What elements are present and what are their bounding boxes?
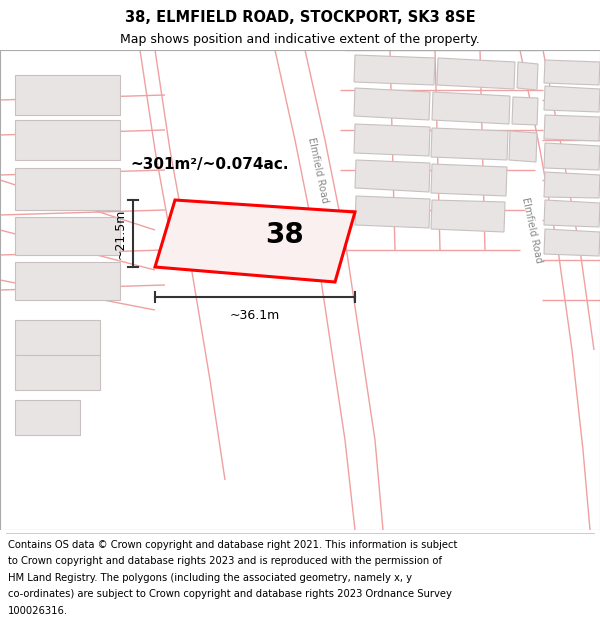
Polygon shape — [544, 115, 600, 141]
Text: ~21.5m: ~21.5m — [114, 208, 127, 259]
Text: ~301m²/~0.074ac.: ~301m²/~0.074ac. — [130, 158, 289, 172]
Polygon shape — [509, 131, 537, 162]
Text: Elmfield Road: Elmfield Road — [306, 136, 330, 204]
Polygon shape — [432, 92, 510, 124]
Polygon shape — [355, 160, 430, 192]
Polygon shape — [431, 200, 505, 232]
Polygon shape — [431, 128, 508, 160]
Polygon shape — [355, 196, 430, 228]
Polygon shape — [15, 168, 120, 210]
Polygon shape — [544, 60, 600, 85]
Polygon shape — [354, 88, 430, 120]
Polygon shape — [544, 172, 600, 198]
Polygon shape — [15, 355, 100, 390]
Polygon shape — [431, 164, 507, 196]
Polygon shape — [354, 55, 435, 85]
Polygon shape — [155, 200, 355, 282]
Text: co-ordinates) are subject to Crown copyright and database rights 2023 Ordnance S: co-ordinates) are subject to Crown copyr… — [8, 589, 452, 599]
Text: 100026316.: 100026316. — [8, 606, 68, 616]
Text: HM Land Registry. The polygons (including the associated geometry, namely x, y: HM Land Registry. The polygons (includin… — [8, 572, 412, 582]
Text: 38: 38 — [266, 221, 304, 249]
Polygon shape — [15, 217, 120, 255]
Polygon shape — [517, 62, 538, 90]
Polygon shape — [15, 320, 100, 355]
Text: Contains OS data © Crown copyright and database right 2021. This information is : Contains OS data © Crown copyright and d… — [8, 539, 457, 549]
Text: 38, ELMFIELD ROAD, STOCKPORT, SK3 8SE: 38, ELMFIELD ROAD, STOCKPORT, SK3 8SE — [125, 10, 475, 25]
Polygon shape — [15, 75, 120, 115]
Text: ~36.1m: ~36.1m — [230, 309, 280, 322]
Text: to Crown copyright and database rights 2023 and is reproduced with the permissio: to Crown copyright and database rights 2… — [8, 556, 442, 566]
Polygon shape — [15, 400, 80, 435]
Polygon shape — [544, 229, 600, 256]
Polygon shape — [15, 120, 120, 160]
Polygon shape — [544, 200, 600, 227]
Polygon shape — [437, 58, 515, 89]
Polygon shape — [354, 124, 430, 156]
Polygon shape — [544, 143, 600, 170]
Polygon shape — [15, 262, 120, 300]
Text: Map shows position and indicative extent of the property.: Map shows position and indicative extent… — [120, 32, 480, 46]
Polygon shape — [512, 97, 538, 125]
Text: Elmfield Road: Elmfield Road — [520, 196, 544, 264]
Polygon shape — [544, 86, 600, 112]
